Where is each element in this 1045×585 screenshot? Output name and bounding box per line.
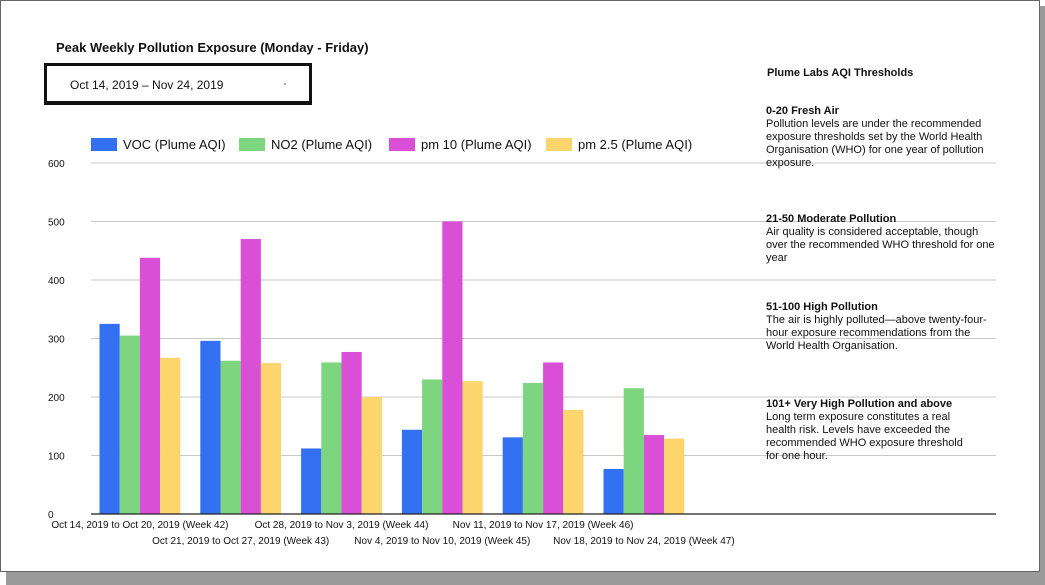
bar: [341, 351, 362, 514]
threshold-text: Long term exposure constitutes a real he…: [766, 411, 963, 462]
threshold-high: 51-100 High Pollution The air is highly …: [766, 301, 1001, 353]
x-tick-label: Oct 14, 2019 to Oct 20, 2019 (Week 42): [51, 520, 228, 531]
bar: [301, 448, 322, 514]
bar: [401, 429, 423, 514]
y-tick-label: 300: [48, 335, 65, 346]
bar: [321, 362, 342, 514]
bar: [260, 363, 282, 514]
threshold-text: The air is highly polluted—above twenty-…: [766, 314, 987, 352]
bar: [119, 335, 140, 514]
legend-swatch-voc: [91, 138, 117, 151]
date-range-text: Oct 14, 2019 – Nov 24, 2019: [70, 78, 224, 92]
x-tick-label: Nov 11, 2019 to Nov 17, 2019 (Week 46): [453, 520, 634, 531]
legend-swatch-pm25: [546, 138, 572, 151]
bar: [603, 468, 624, 514]
date-range-picker[interactable]: Oct 14, 2019 – Nov 24, 2019 ·: [44, 63, 312, 105]
y-tick-label: 600: [48, 159, 65, 170]
y-tick-label: 100: [48, 452, 65, 463]
bar: [361, 397, 382, 514]
bar: [563, 409, 584, 514]
bar: [522, 382, 544, 514]
legend-item-voc: VOC (Plume AQI): [91, 137, 226, 152]
legend-label-pm25: pm 2.5 (Plume AQI): [578, 137, 693, 152]
bar: [200, 340, 221, 514]
chart-title: Peak Weekly Pollution Exposure (Monday -…: [56, 40, 369, 55]
legend-item-no2: NO2 (Plume AQI): [239, 137, 372, 152]
x-tick-label: Nov 4, 2019 to Nov 10, 2019 (Week 45): [354, 536, 530, 547]
bar: [462, 381, 483, 514]
legend-swatch-pm10: [389, 138, 415, 151]
threshold-fresh-air: 0-20 Fresh Air Pollution levels are unde…: [766, 105, 1001, 170]
legend-swatch-no2: [239, 138, 265, 151]
bar: [502, 437, 523, 514]
y-tick-label: 500: [48, 218, 65, 229]
threshold-heading: 21-50 Moderate Pollution: [766, 213, 897, 225]
bar: [240, 239, 261, 515]
legend-item-pm25: pm 2.5 (Plume AQI): [546, 137, 692, 152]
y-tick-label: 200: [48, 393, 65, 404]
bar: [664, 438, 685, 514]
x-tick-label: Oct 28, 2019 to Nov 3, 2019 (Week 44): [255, 520, 429, 531]
legend-label-no2: NO2 (Plume AQI): [271, 137, 373, 152]
legend-label-voc: VOC (Plume AQI): [123, 137, 226, 152]
bar: [422, 379, 443, 514]
bar: [442, 221, 463, 514]
legend-label-pm10: pm 10 (Plume AQI): [421, 137, 532, 152]
bar: [139, 257, 161, 514]
bar: [623, 388, 644, 514]
x-tick-label: Oct 21, 2019 to Oct 27, 2019 (Week 43): [152, 536, 329, 547]
thresholds-title: Plume Labs AQI Thresholds: [767, 67, 914, 79]
threshold-text: Pollution levels are under the recommend…: [766, 118, 984, 169]
bar: [220, 360, 241, 514]
threshold-heading: 0-20 Fresh Air: [766, 105, 839, 117]
bar: [99, 323, 120, 514]
threshold-heading: 51-100 High Pollution: [766, 301, 878, 313]
threshold-text: Air quality is considered acceptable, th…: [766, 226, 995, 264]
bar-chart: 0 100 200 300 400 500 600 Oct 14, 2019 to Oct 2…: [48, 159, 996, 547]
y-tick-label: 400: [48, 276, 65, 287]
bar: [543, 362, 564, 514]
bar: [643, 435, 665, 514]
x-tick-label: Nov 18, 2019 to Nov 24, 2019 (Week 47): [553, 536, 735, 547]
date-range-dot: ·: [283, 76, 287, 90]
legend-item-pm10: pm 10 (Plume AQI): [389, 137, 532, 152]
y-tick-label: 0: [48, 510, 54, 521]
bar: [160, 357, 181, 514]
report-card: Peak Weekly Pollution Exposure (Monday -…: [0, 0, 1040, 572]
threshold-heading: 101+ Very High Pollution and above: [766, 398, 953, 410]
threshold-moderate: 21-50 Moderate Pollution Air quality is …: [766, 213, 1001, 265]
threshold-very-high: 101+ Very High Pollution and above Long …: [766, 398, 971, 463]
